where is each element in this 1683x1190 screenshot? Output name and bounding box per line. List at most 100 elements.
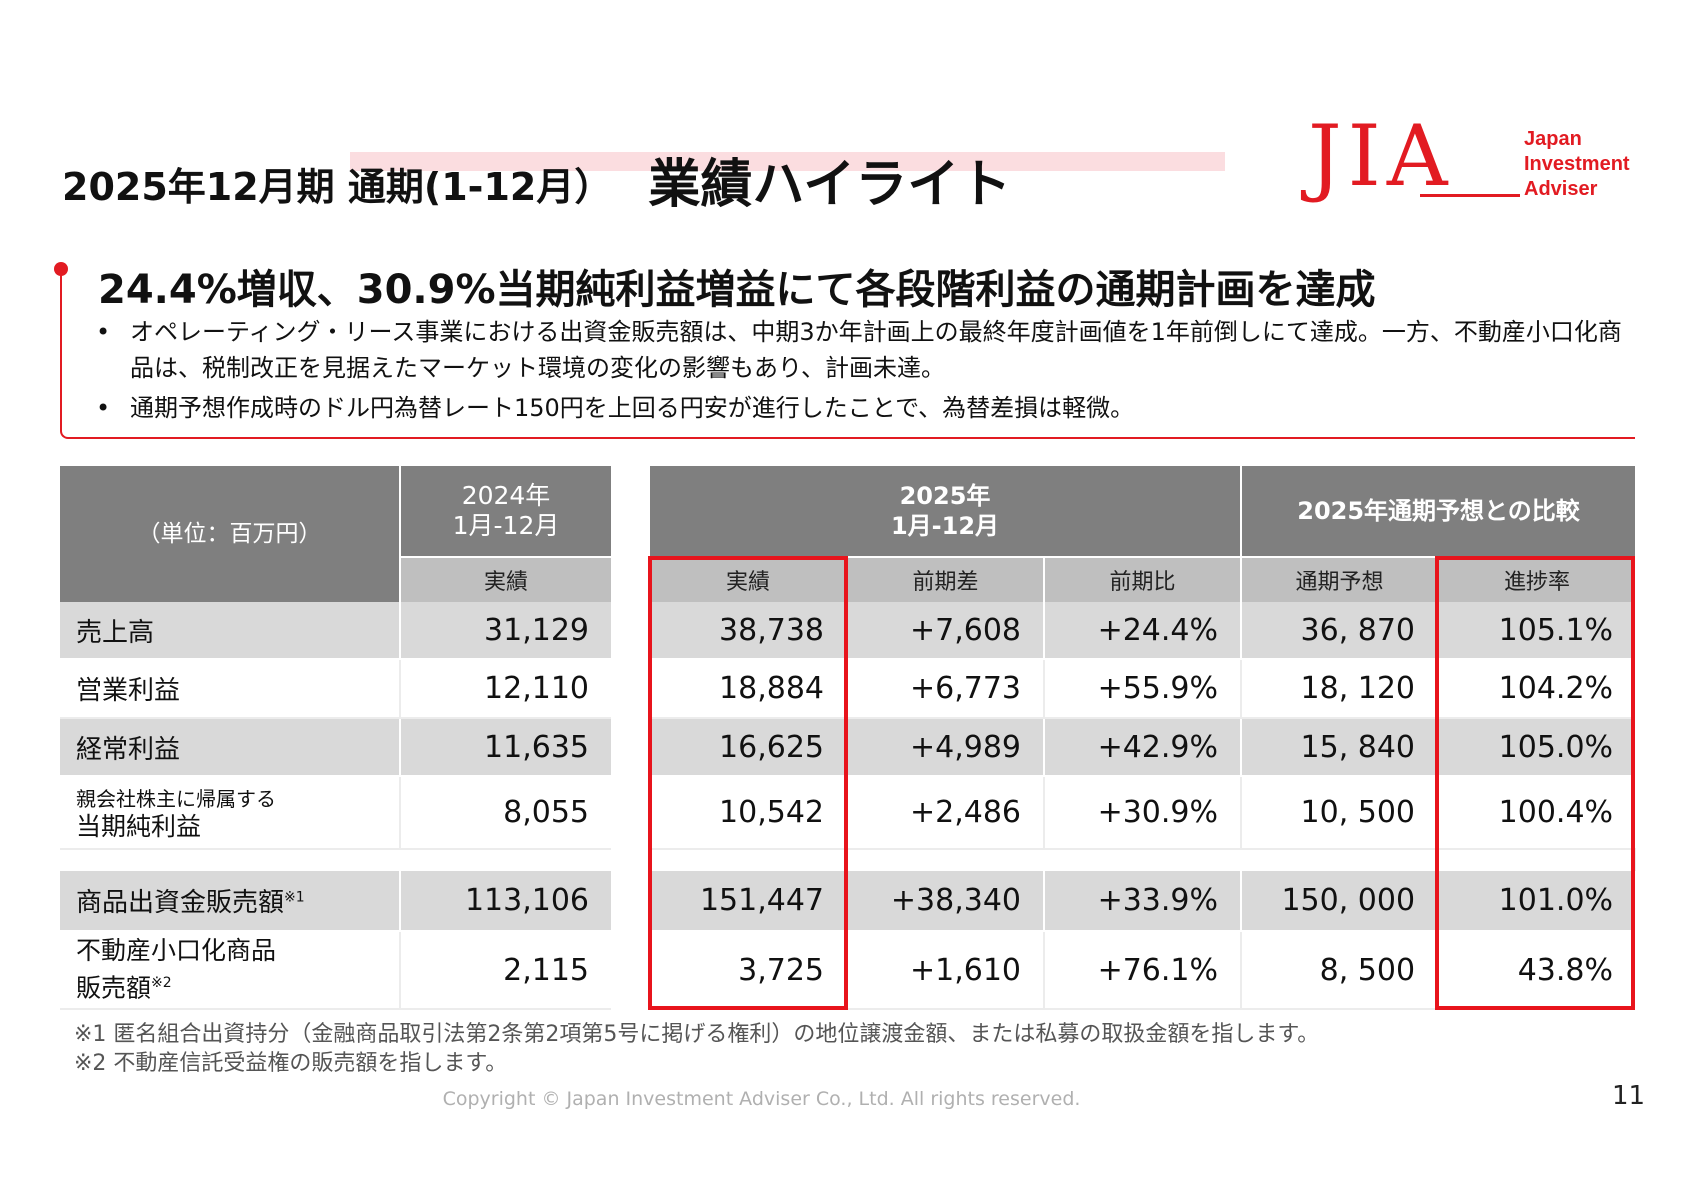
page-title: 2025年12月期 通期(1-12月） 業績ハイライト xyxy=(62,140,1011,215)
row-label: 売上高 xyxy=(60,602,401,660)
value-cell: 101.0% xyxy=(1438,871,1636,932)
value-cell: +6,773 xyxy=(847,659,1045,719)
value-cell: +24.4% xyxy=(1044,602,1243,660)
row-label: 商品出資金販売額※1 xyxy=(60,871,401,932)
value-cell: 10, 500 xyxy=(1241,776,1440,850)
results-2024-table: （単位：百万円） 2024年 1月-12月 実績 売上高 31,129 営業利益… xyxy=(60,466,611,1010)
table-row: 151,447 +38,340 +33.9% 150, 000 101.0% xyxy=(650,871,1636,932)
compare-header: 2025年通期予想との比較 xyxy=(1241,466,1636,558)
table-row: 3,725 +1,610 +76.1% 8, 500 43.8% xyxy=(650,931,1636,1010)
value-cell: +33.9% xyxy=(1044,871,1243,932)
value-cell: 31,129 xyxy=(400,602,611,660)
table-gap xyxy=(60,849,611,871)
value-cell: +1,610 xyxy=(847,931,1045,1010)
bullet-item: オペレーティング・リース事業における出資金販売額は、中期3か年計画上の最終年度計… xyxy=(96,314,1641,386)
sub-header-forecast: 通期予想 xyxy=(1241,557,1440,602)
value-cell: +42.9% xyxy=(1044,718,1243,777)
value-cell: 18,884 xyxy=(650,659,848,719)
table-row: 親会社株主に帰属する 当期純利益 8,055 xyxy=(60,776,611,850)
highlight-box-actual xyxy=(648,556,848,1010)
sub-header-yoy-ratio: 前期比 xyxy=(1044,557,1243,602)
footnote-text: 不動産信託受益権の販売額を指します。 xyxy=(106,1051,508,1076)
copyright: Copyright © Japan Investment Adviser Co.… xyxy=(442,1088,1081,1110)
label-sup: ※2 xyxy=(151,975,172,992)
label-sup: ※1 xyxy=(284,889,305,906)
row-label: 不動産小口化商品 販売額※2 xyxy=(60,931,401,1010)
footnote: ※2 不動産信託受益権の販売額を指します。 xyxy=(74,1049,1319,1078)
highlight-box-progress xyxy=(1435,556,1635,1010)
value-cell: 100.4% xyxy=(1438,776,1636,850)
value-cell: 11,635 xyxy=(400,718,611,777)
value-cell: 12,110 xyxy=(400,659,611,719)
sub-header-progress: 進捗率 xyxy=(1438,557,1636,602)
bullet-item: 通期予想作成時のドル円為替レート150円を上回る円安が進行したことで、為替差損は… xyxy=(96,390,1641,426)
page-title-sub: 業績ハイライト xyxy=(648,155,1012,215)
value-cell: 105.1% xyxy=(1438,602,1636,660)
label-line: 不動産小口化商品 xyxy=(76,936,277,966)
logo-mark: JIA xyxy=(1308,107,1454,205)
footnote: ※1 匿名組合出資持分（金融商品取引法第2条第2項第5号に掲げる権利）の地位譲渡… xyxy=(74,1020,1319,1049)
highlight-frame xyxy=(60,268,1635,439)
value-cell: 8,055 xyxy=(400,776,611,850)
footnote-mark: ※1 xyxy=(74,1022,107,1047)
logo-line xyxy=(1420,194,1520,197)
sub-header-actual-2024: 実績 xyxy=(400,557,611,602)
highlight-dot-icon xyxy=(54,262,68,276)
value-cell: 104.2% xyxy=(1438,659,1636,719)
logo-name-line: Adviser xyxy=(1524,178,1598,200)
value-cell: 15, 840 xyxy=(1241,718,1440,777)
jia-logo: JIA Japan Investment Adviser xyxy=(1308,114,1638,217)
value-cell: +55.9% xyxy=(1044,659,1243,719)
value-cell: +30.9% xyxy=(1044,776,1243,850)
table-row: 営業利益 12,110 xyxy=(60,659,611,719)
highlight-title: 24.4%増収、30.9%当期純利益増益にて各段階利益の通期計画を達成 xyxy=(98,267,1376,313)
value-cell: +7,608 xyxy=(847,602,1045,660)
logo-name-line: Investment xyxy=(1524,153,1630,175)
value-cell: 8, 500 xyxy=(1241,931,1440,1010)
sub-header-yoy-diff: 前期差 xyxy=(847,557,1045,602)
table-row: 商品出資金販売額※1 113,106 xyxy=(60,871,611,932)
title-underline-band xyxy=(350,152,1225,171)
period-header-2025: 2025年 1月-12月 xyxy=(650,466,1243,558)
value-cell: +2,486 xyxy=(847,776,1045,850)
value-cell: 105.0% xyxy=(1438,718,1636,777)
label-line: 当期純利益 xyxy=(76,811,202,841)
period-line: 2024年 xyxy=(461,481,551,510)
highlight-bullets: オペレーティング・リース事業における出資金販売額は、中期3か年計画上の最終年度計… xyxy=(96,314,1641,430)
value-cell: 150, 000 xyxy=(1241,871,1440,932)
table-row: 10,542 +2,486 +30.9% 10, 500 100.4% xyxy=(650,776,1636,850)
table-row: 売上高 31,129 xyxy=(60,602,611,660)
page-number: 11 xyxy=(1612,1081,1646,1111)
table-row: 18,884 +6,773 +55.9% 18, 120 104.2% xyxy=(650,659,1636,719)
value-cell: 43.8% xyxy=(1438,931,1636,1010)
period-header-2024: 2024年 1月-12月 xyxy=(400,466,611,558)
value-cell: 18, 120 xyxy=(1241,659,1440,719)
footnote-mark: ※2 xyxy=(74,1051,107,1076)
value-cell: 2,115 xyxy=(400,931,611,1010)
value-cell: +4,989 xyxy=(847,718,1045,777)
row-label: 経常利益 xyxy=(60,718,401,777)
sub-header-actual: 実績 xyxy=(650,557,848,602)
value-cell: +38,340 xyxy=(847,871,1045,932)
period-line: 2025年 xyxy=(899,482,991,510)
logo-name-line: Japan xyxy=(1524,128,1582,150)
value-cell: 38,738 xyxy=(650,602,848,660)
value-cell: 151,447 xyxy=(650,871,848,932)
value-cell: 16,625 xyxy=(650,718,848,777)
label-line: 親会社株主に帰属する xyxy=(76,786,276,811)
logo-company-name: Japan Investment Adviser xyxy=(1524,127,1630,202)
row-label: 親会社株主に帰属する 当期純利益 xyxy=(60,776,401,850)
value-cell: 113,106 xyxy=(400,871,611,932)
table-row: 不動産小口化商品 販売額※2 2,115 xyxy=(60,931,611,1010)
period-line: 1月-12月 xyxy=(890,512,1000,540)
page-title-main: 2025年12月期 通期(1-12月） xyxy=(62,165,613,209)
row-label: 営業利益 xyxy=(60,659,401,719)
period-line: 1月-12月 xyxy=(452,511,560,540)
unit-label: （単位：百万円） xyxy=(60,466,401,602)
footnote-text: 匿名組合出資持分（金融商品取引法第2条第2項第5号に掲げる権利）の地位譲渡金額、… xyxy=(106,1022,1320,1047)
table-row: 経常利益 11,635 xyxy=(60,718,611,777)
results-2025-table: 2025年 1月-12月 2025年通期予想との比較 実績 前期差 前期比 通期… xyxy=(650,466,1637,1010)
table-row: 16,625 +4,989 +42.9% 15, 840 105.0% xyxy=(650,718,1636,777)
table-row: 38,738 +7,608 +24.4% 36, 870 105.1% xyxy=(650,602,1636,660)
value-cell: +76.1% xyxy=(1044,931,1243,1010)
